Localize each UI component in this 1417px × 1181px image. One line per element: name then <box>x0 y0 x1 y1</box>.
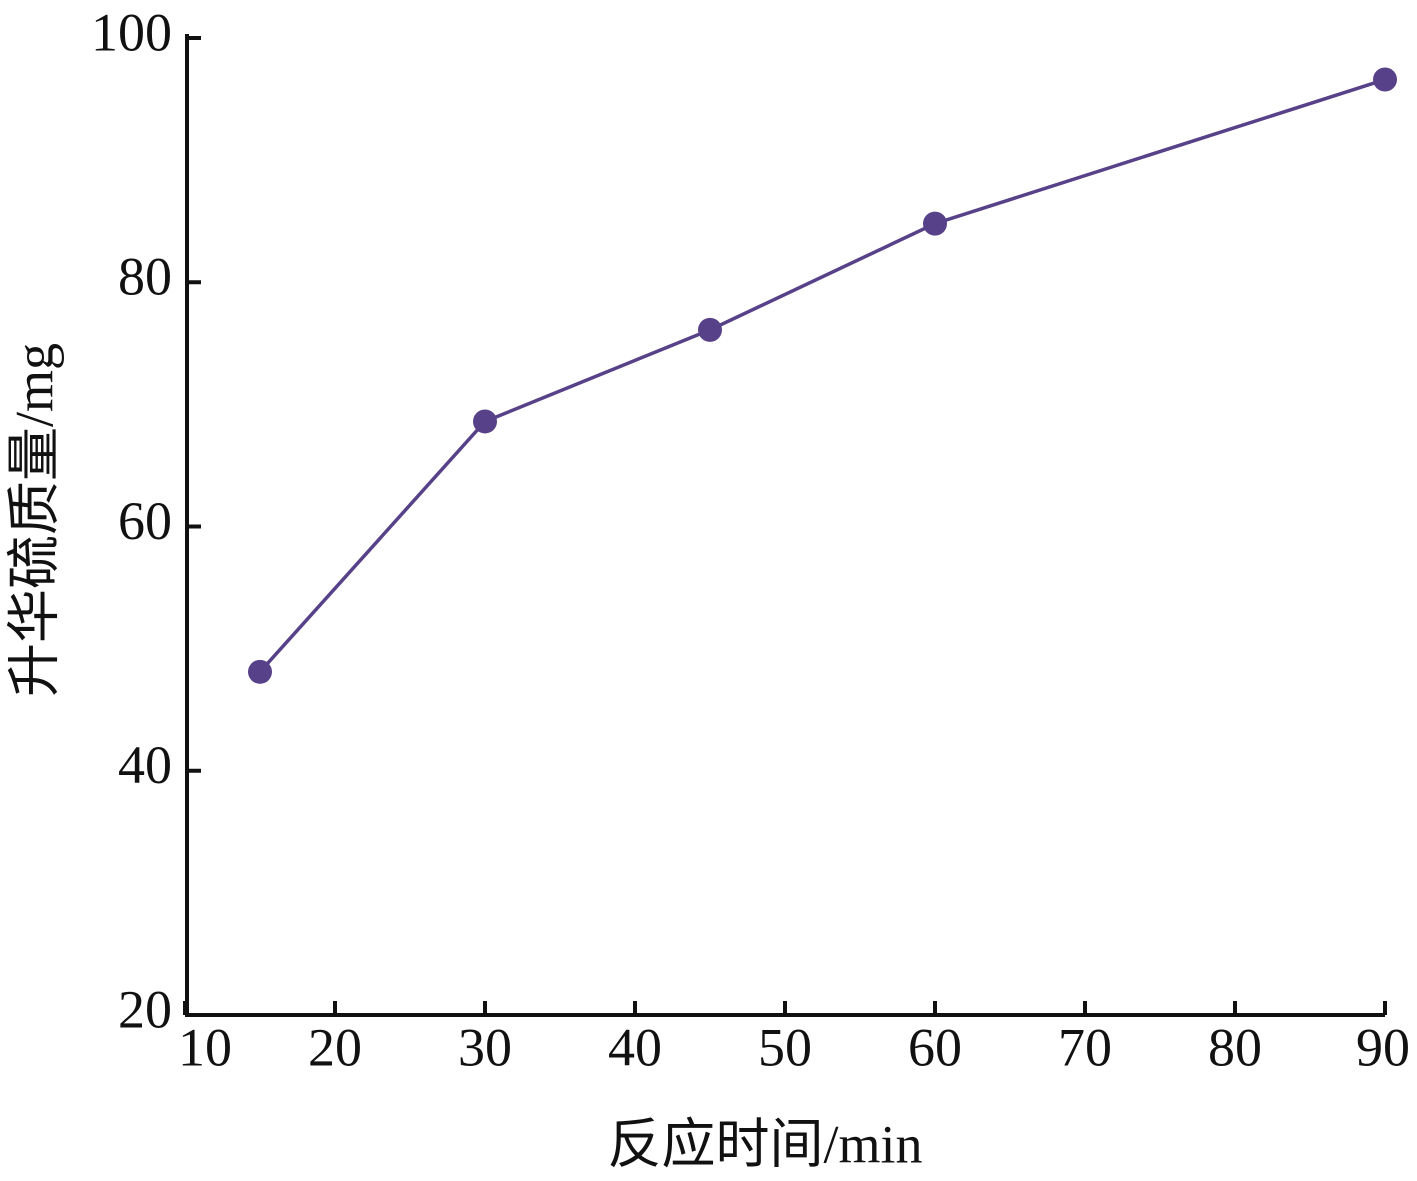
y-tick-label: 40 <box>118 735 172 795</box>
y-tick-label: 60 <box>118 491 172 551</box>
point <box>698 317 722 342</box>
x-tick-label: 10 <box>178 1017 232 1077</box>
x-tick-label: 40 <box>608 1017 662 1077</box>
point <box>923 211 947 236</box>
point <box>1373 67 1397 92</box>
point <box>473 409 497 434</box>
x-tick-label: 30 <box>458 1017 512 1077</box>
x-tick-label: 90 <box>1356 1017 1410 1077</box>
x-axis-title: 反应时间/min <box>607 1114 922 1174</box>
x-tick-label: 20 <box>308 1017 362 1077</box>
y-axis-title: 升华硫质量/mg <box>4 343 64 697</box>
y-tick-label: 20 <box>118 979 172 1039</box>
x-tick-label: 80 <box>1208 1017 1262 1077</box>
x-tick-label: 70 <box>1058 1017 1112 1077</box>
line <box>258 77 1386 673</box>
y-tick-label: 100 <box>91 2 172 62</box>
x-tick-label: 50 <box>758 1017 812 1077</box>
y-tick-label: 80 <box>118 247 172 307</box>
point <box>248 659 272 684</box>
x-tick-label: 60 <box>908 1017 962 1077</box>
